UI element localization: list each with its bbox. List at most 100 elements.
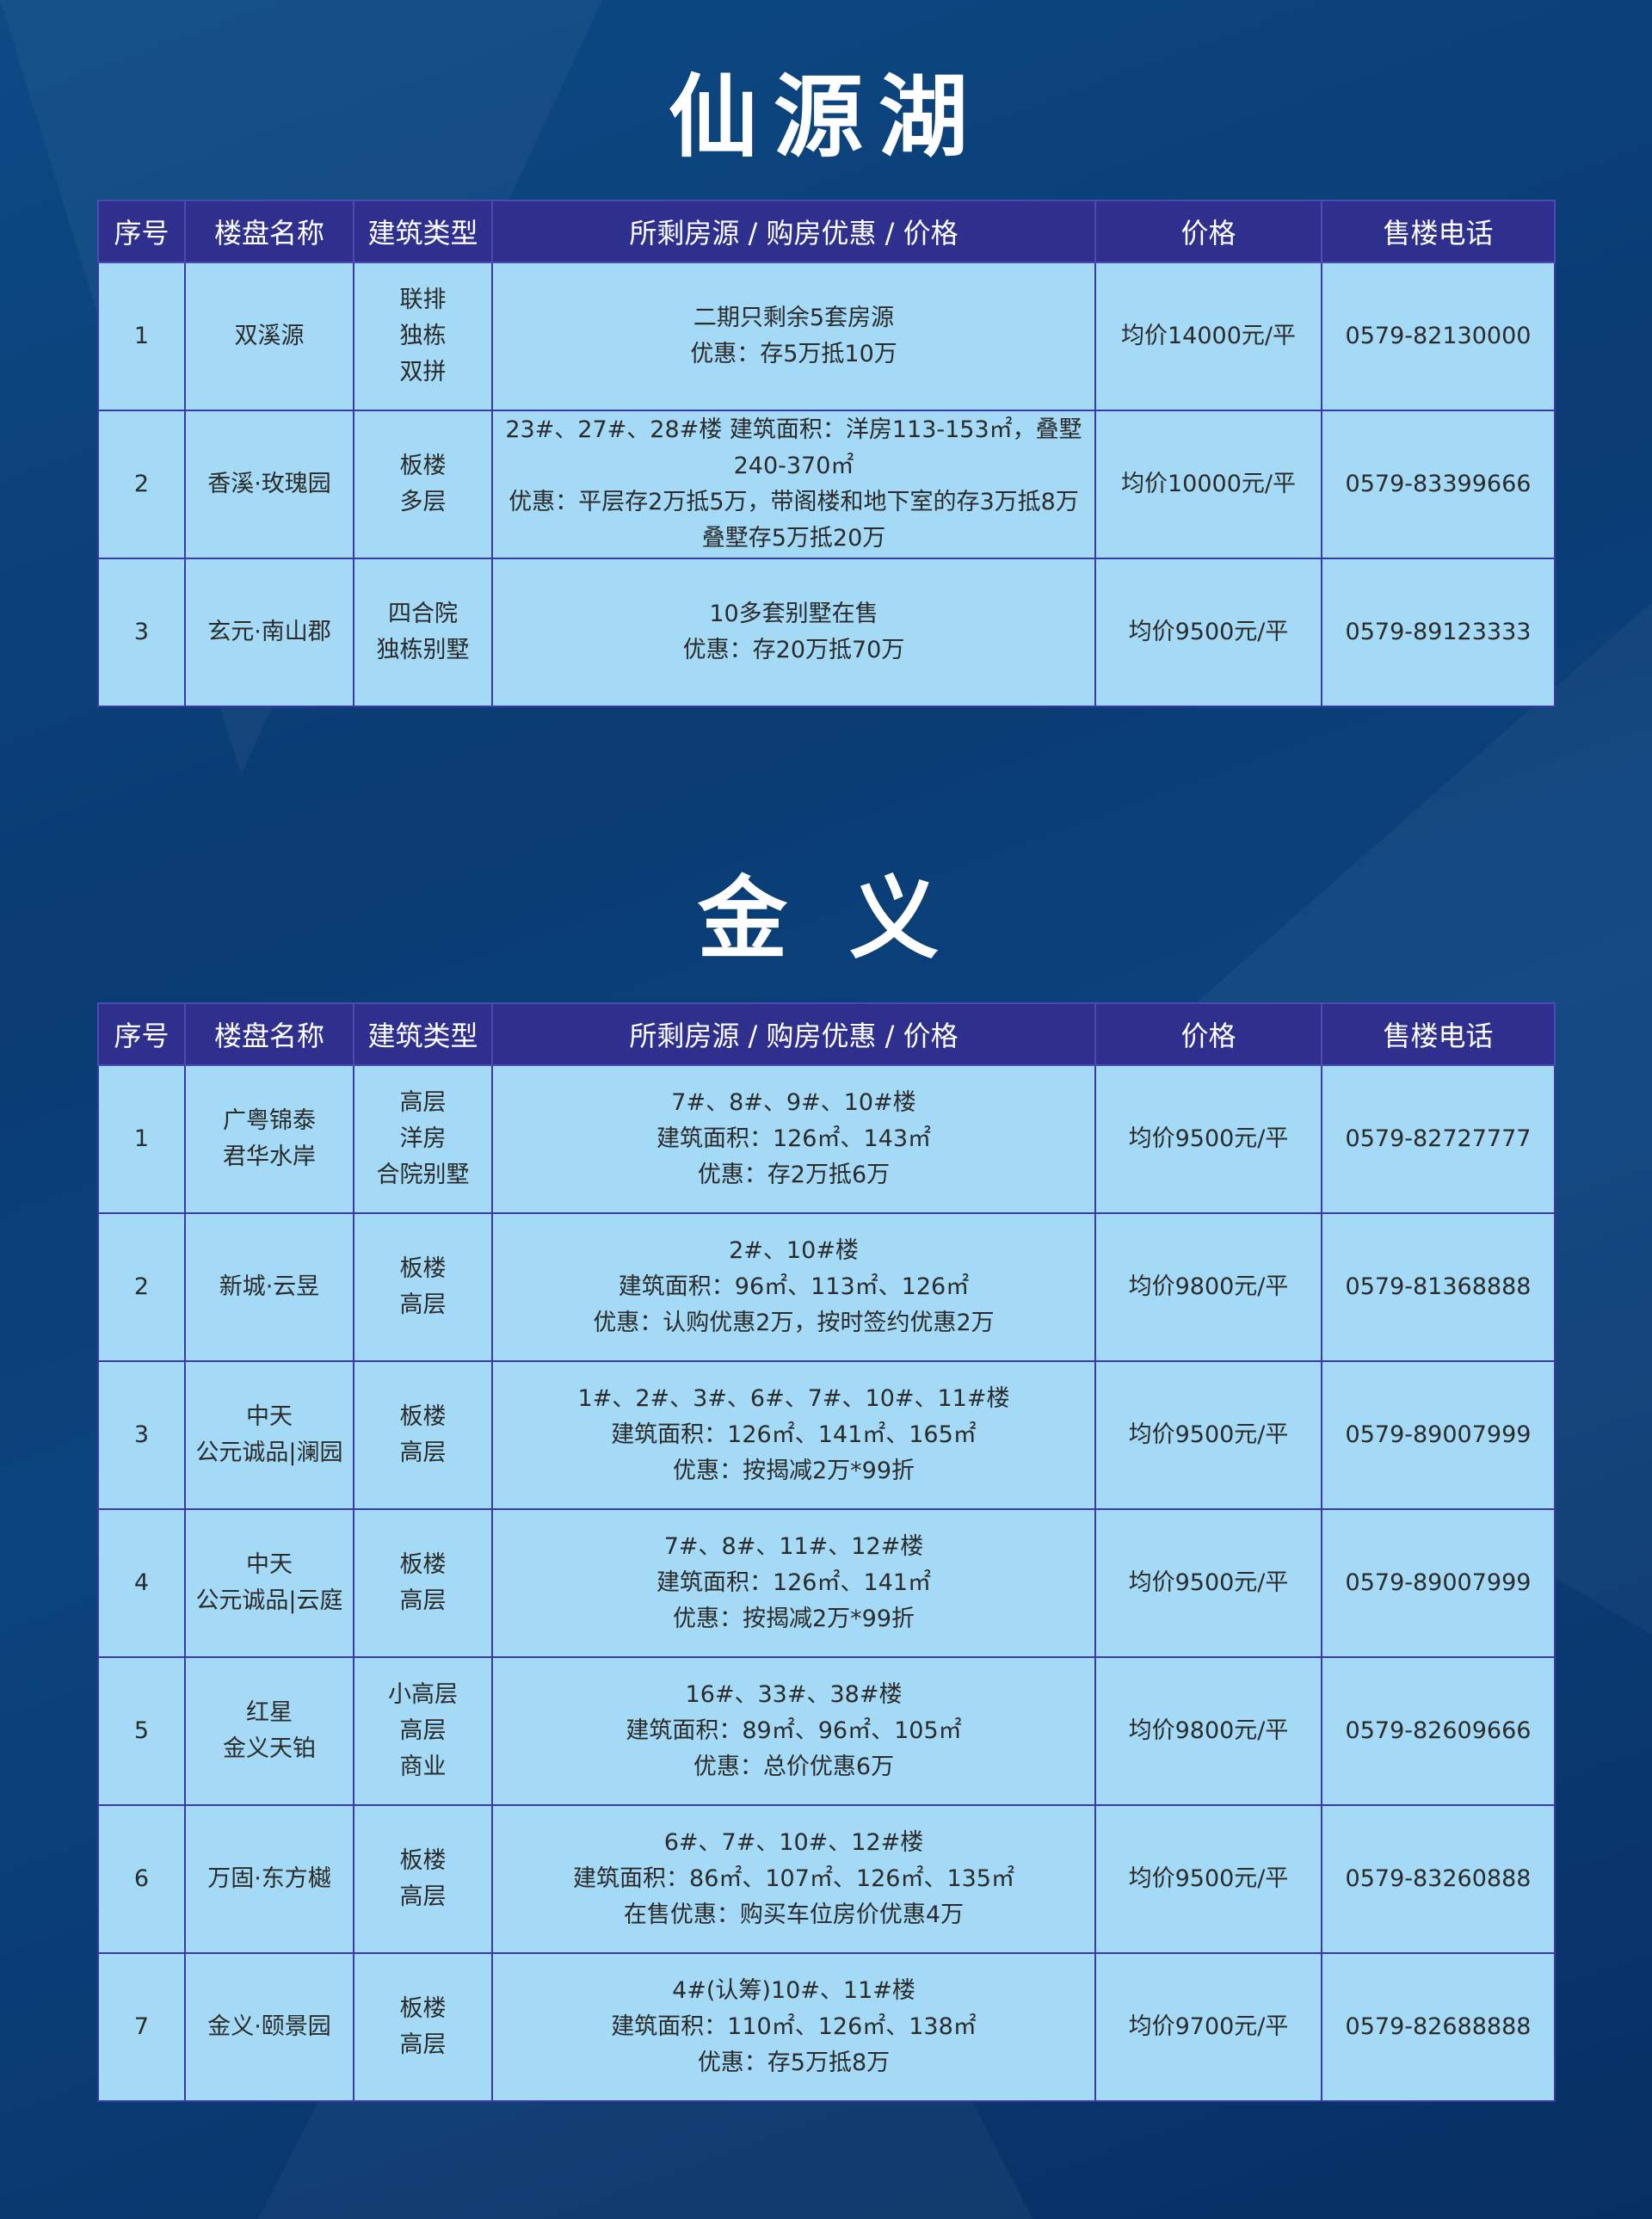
cell-line: 建筑面积：110㎡、126㎡、138㎡ [611,2013,977,2040]
table-row: 6 万固·东方樾 板楼 高层 6#、7#、10#、12#楼 建筑面积：86㎡、107㎡、1… [97,1804,1556,1954]
cell-price: 均价14000元/平 [1094,262,1322,411]
cell-phone: 0579-82130000 [1321,262,1556,411]
cell-type: 四合院 独栋别墅 [353,558,493,707]
cell-no: 3 [97,558,186,707]
cell-price: 均价9800元/平 [1094,1212,1322,1362]
cell-line: 四合院 [388,601,458,627]
cell-phone: 0579-89007999 [1321,1360,1556,1510]
cell-line: 4#(认筹)10#、11#楼 [672,1977,915,2004]
column-header-phone: 售楼电话 [1321,200,1556,263]
cell-line: 板楼 [399,1995,447,2022]
header-row: 序号 楼盘名称 建筑类型 所剩房源 / 购房优惠 / 价格 价格 售楼电话 [97,200,1556,263]
cell-line: 建筑面积：89㎡、96㎡、105㎡ [626,1717,962,1744]
cell-line: 1#、2#、3#、6#、7#、10#、11#楼 [577,1385,1010,1412]
cell-type: 高层 洋房 合院别墅 [353,1064,493,1214]
cell-line: 2#、10#楼 [729,1237,859,1264]
column-header-detail: 所剩房源 / 购房优惠 / 价格 [491,1002,1096,1066]
cell-phone: 0579-81368888 [1321,1212,1556,1362]
cell-no: 2 [97,410,186,559]
cell-type: 板楼 高层 [353,1804,493,1954]
cell-line: 板楼 [399,1403,447,1430]
cell-line: 公元诚品|云庭 [195,1587,343,1614]
cell-price: 均价9500元/平 [1094,1508,1322,1658]
cell-line: 16#、33#、38#楼 [685,1681,903,1708]
table-row: 2 新城·云昱 板楼 高层 2#、10#楼 建筑面积：96㎡、113㎡、126㎡ 优惠：认购… [97,1212,1556,1362]
cell-line: 优惠：存5万抵10万 [690,341,897,367]
cell-line: 建筑面积：126㎡、141㎡、165㎡ [611,1421,977,1448]
cell-detail: 6#、7#、10#、12#楼建筑面积：86㎡、107㎡、126㎡、135㎡ 在售优… [491,1804,1096,1954]
cell-no: 7 [97,1952,186,2102]
cell-type: 小高层 高层 商业 [353,1656,493,1806]
cell-type: 板楼 高层 [353,1212,493,1362]
cell-line: 公元诚品|澜园 [195,1439,343,1466]
cell-line: 多层 [399,489,447,515]
cell-phone: 0579-83399666 [1321,410,1556,559]
cell-line: 优惠：按揭减2万*99折 [672,1606,915,1632]
cell-line: 板楼 [399,1255,447,1282]
cell-line: 建筑面积：126㎡、141㎡ [656,1569,932,1596]
cell-line: 7#、8#、9#、10#楼 [671,1089,916,1116]
cell-line: 7#、8#、11#、12#楼 [663,1533,924,1560]
cell-name: 金义·颐景园 [184,1952,354,2102]
table-row: 5 红星金义天铂 小高层 高层 商业 16#、33#、38#楼建筑面积：89㎡、96㎡、1… [97,1656,1556,1806]
cell-line: 双溪源 [234,323,305,349]
xianyuanhu-table: 序号 楼盘名称 建筑类型 所剩房源 / 购房优惠 / 价格 价格 售楼电话 1 双溪源 联排 独栋… [97,200,1556,707]
cell-line: 万固·东方樾 [207,1865,331,1892]
cell-phone: 0579-82727777 [1321,1064,1556,1214]
cell-line: 优惠：按揭减2万*99折 [672,1458,915,1484]
cell-no: 2 [97,1212,186,1362]
cell-line: 合院别墅 [376,1162,470,1188]
cell-line: 高层 [399,1883,447,1910]
cell-line: 金义·颐景园 [207,2013,331,2040]
cell-price: 均价9700元/平 [1094,1952,1322,2102]
cell-line: 中天 [246,1551,293,1578]
cell-detail: 二期只剩余5套房源 优惠：存5万抵10万 [491,262,1096,411]
column-header-price: 价格 [1094,1002,1322,1066]
cell-phone: 0579-89007999 [1321,1508,1556,1658]
cell-line: 小高层 [388,1681,458,1708]
cell-line: 优惠：认购优惠2万，按时签约优惠2万 [593,1310,995,1336]
column-header-no: 序号 [97,200,186,263]
cell-detail: 7#、8#、11#、12#楼 建筑面积：126㎡、141㎡ 优惠：按揭减2万*99折 [491,1508,1096,1658]
table-row: 3 中天 公元诚品|澜园 板楼 高层 1#、2#、3#、6#、7#、10#、11#楼 建筑面… [97,1360,1556,1510]
cell-line: 优惠：存2万抵6万 [697,1162,891,1188]
cell-line: 优惠：存20万抵70万 [682,637,905,663]
cell-line: 板楼 [399,1551,447,1578]
cell-line: 洋房 [399,1125,447,1152]
cell-no: 1 [97,262,186,411]
cell-line: 双拼 [399,359,447,385]
cell-name: 玄元·南山郡 [184,558,354,707]
cell-no: 5 [97,1656,186,1806]
cell-line: 高层 [399,1291,447,1318]
cell-line: 6#、7#、10#、12#楼 [663,1829,924,1856]
cell-name: 香溪·玫瑰园 [184,410,354,559]
cell-line: 板楼 [399,1847,447,1874]
cell-line: 10多套别墅在售 [709,601,878,627]
cell-phone: 0579-82609666 [1321,1656,1556,1806]
cell-line: 中天 [246,1403,293,1430]
cell-no: 3 [97,1360,186,1510]
cell-line: 高层 [399,1587,447,1614]
cell-line: 建筑面积：96㎡、113㎡、126㎡ [618,1273,970,1300]
cell-detail: 2#、10#楼建筑面积：96㎡、113㎡、126㎡ 优惠：认购优惠2万，按时签约优… [491,1212,1096,1362]
table-row: 7 金义·颐景园 板楼 高层 4#(认筹)10#、11#楼 建筑面积：110㎡、126㎡、… [97,1952,1556,2102]
cell-price: 均价9500元/平 [1094,1064,1322,1214]
cell-type: 板楼 多层 [353,410,493,559]
cell-line: 优惠：总价优惠6万 [693,1754,895,1780]
cell-price: 均价9500元/平 [1094,1804,1322,1954]
cell-type: 板楼 高层 [353,1952,493,2102]
cell-line: 商业 [399,1754,447,1780]
table-row: 3 玄元·南山郡 四合院 独栋别墅 10多套别墅在售 优惠：存20万抵70万 均价9500元… [97,558,1556,707]
section-title-xianyuanhu: 仙源湖 [668,65,983,170]
cell-line: 建筑面积：86㎡、107㎡、126㎡、135㎡ [573,1865,1014,1892]
cell-line: 红星 [246,1699,293,1726]
cell-line: 在售优惠：购买车位房价优惠4万 [623,1902,965,1928]
cell-line: 金义天铂 [223,1735,316,1762]
cell-no: 6 [97,1804,186,1954]
header-row: 序号 楼盘名称 建筑类型 所剩房源 / 购房优惠 / 价格 价格 售楼电话 [97,1002,1556,1066]
column-header-type: 建筑类型 [353,200,493,263]
cell-line: 优惠：存5万抵8万 [697,2049,891,2076]
cell-line: 新城·云昱 [219,1273,320,1300]
cell-detail: 4#(认筹)10#、11#楼建筑面积：110㎡、126㎡、138㎡ 优惠：存5万抵… [491,1952,1096,2102]
cell-name: 新城·云昱 [184,1212,354,1362]
